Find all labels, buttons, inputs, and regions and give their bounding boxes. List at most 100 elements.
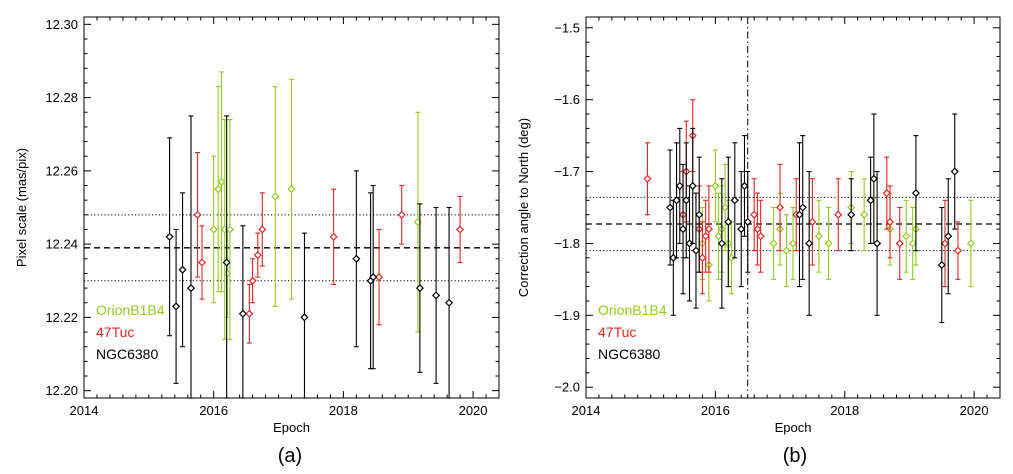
- x-tick-label: 2014: [572, 403, 601, 418]
- data-point: [222, 258, 231, 267]
- data-point: [966, 239, 975, 248]
- legend-entry: OrionB1B4: [598, 302, 667, 318]
- data-point: [238, 309, 247, 318]
- data-point: [866, 196, 875, 205]
- data-point: [869, 174, 878, 183]
- series-orionb1b4: [209, 71, 422, 340]
- data-point: [669, 253, 678, 262]
- data-point: [445, 298, 454, 307]
- data-point: [678, 225, 688, 234]
- y-axis-title: Pixel scale (mas/pix): [14, 148, 29, 267]
- data-point: [714, 232, 723, 241]
- data-point: [456, 225, 465, 234]
- y-tick-label: 12.24: [45, 237, 78, 252]
- data-point: [756, 232, 765, 241]
- data-point: [672, 196, 681, 205]
- data-point: [711, 181, 720, 190]
- legend-entry: OrionB1B4: [96, 302, 165, 318]
- panel-caption: (a): [278, 445, 302, 467]
- data-point: [704, 225, 713, 234]
- data-point: [743, 217, 752, 226]
- x-tick-label: 2016: [199, 403, 228, 418]
- data-point: [287, 185, 296, 194]
- panel-a: 2014 2016 2018 2020 12.20 12.22 12.24 12.26 12.2…: [14, 16, 500, 467]
- data-point: [698, 253, 707, 262]
- data-point: [432, 291, 441, 300]
- x-tick-label: 2016: [701, 403, 730, 418]
- x-axis-title: Epoch: [775, 420, 812, 435]
- data-point: [245, 309, 254, 318]
- x-axis-title: Epoch: [273, 420, 310, 435]
- data-point: [908, 239, 917, 248]
- y-tick-label: −1.9: [554, 308, 580, 323]
- data-point: [740, 181, 749, 190]
- data-point: [944, 232, 953, 241]
- data-point: [730, 196, 739, 205]
- data-point: [253, 251, 262, 260]
- data-point: [165, 232, 174, 241]
- data-point: [727, 253, 736, 262]
- data-point: [769, 239, 778, 248]
- series-ngc6380: [666, 113, 959, 324]
- series-ngc6380: [165, 115, 454, 399]
- data-point: [895, 239, 904, 248]
- data-point: [209, 225, 218, 234]
- data-point: [415, 284, 424, 293]
- series-orionb1b4: [698, 149, 975, 302]
- data-point: [885, 217, 895, 226]
- data-point: [798, 203, 807, 212]
- data-point: [717, 239, 726, 248]
- data-point: [953, 246, 963, 255]
- data-point: [788, 239, 798, 248]
- data-point: [685, 239, 694, 248]
- data-point: [193, 210, 202, 219]
- legend-entry: 47Tuc: [96, 324, 134, 340]
- data-point: [940, 239, 950, 248]
- data-point: [217, 177, 226, 186]
- data-point: [824, 239, 833, 248]
- data-point: [271, 192, 280, 201]
- y-tick-label: −1.7: [554, 164, 580, 179]
- y-tick-label: −1.5: [554, 20, 580, 35]
- x-tick-label: 2020: [960, 403, 989, 418]
- data-point: [225, 225, 234, 234]
- x-tick-label: 2014: [70, 403, 99, 418]
- data-point: [374, 273, 384, 282]
- y-tick-label: −1.6: [554, 92, 580, 107]
- data-point: [643, 174, 652, 183]
- data-point: [795, 210, 804, 219]
- data-point: [721, 203, 730, 212]
- data-point: [860, 210, 869, 219]
- data-point: [214, 185, 223, 194]
- data-point: [701, 232, 710, 241]
- data-point: [666, 203, 675, 212]
- data-point: [882, 189, 891, 198]
- legend-entry: NGC6380: [598, 346, 660, 362]
- data-point: [688, 181, 697, 190]
- data-point: [248, 276, 257, 285]
- data-point: [737, 225, 746, 234]
- data-point: [805, 239, 814, 248]
- y-tick-label: −1.8: [554, 236, 580, 251]
- data-point: [950, 167, 959, 176]
- data-point: [847, 210, 856, 219]
- data-point: [873, 239, 882, 248]
- y-axis-title: Correction angle to North (deg): [516, 118, 531, 297]
- data-point: [782, 246, 791, 255]
- data-point: [300, 313, 309, 322]
- data-point: [724, 217, 733, 226]
- y-tick-label: 12.20: [45, 383, 78, 398]
- y-tick-label: 12.30: [45, 17, 78, 32]
- data-point: [197, 258, 207, 267]
- data-point: [902, 232, 911, 241]
- x-tick-label: 2018: [329, 403, 358, 418]
- data-point: [937, 260, 946, 270]
- x-tick-label: 2020: [459, 403, 488, 418]
- data-point: [695, 210, 704, 219]
- legend-entry: NGC6380: [96, 346, 158, 362]
- data-point: [369, 273, 378, 282]
- data-point: [753, 225, 762, 234]
- panel-caption: (b): [783, 445, 807, 467]
- legend-entry: 47Tuc: [598, 324, 636, 340]
